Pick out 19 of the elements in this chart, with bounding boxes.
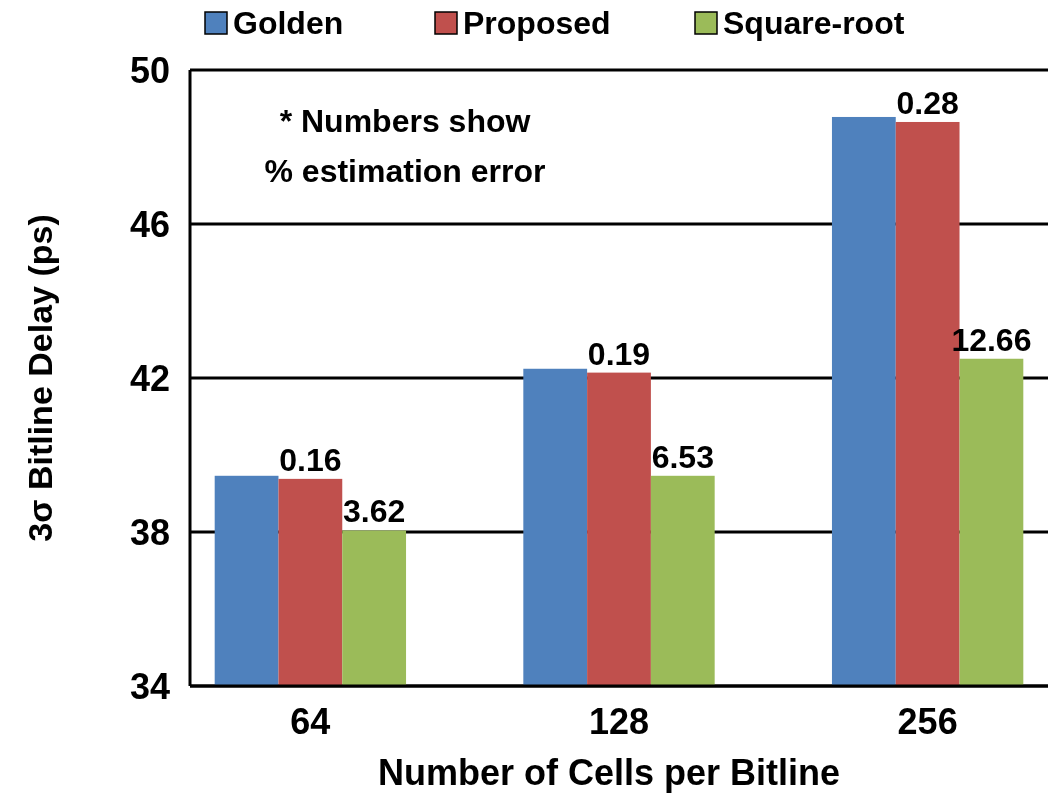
x-tick-label: 256 <box>897 701 958 742</box>
annotation: 0.28 <box>896 84 959 121</box>
x-tick-label: 64 <box>290 701 331 742</box>
legend-label: Golden <box>233 5 344 42</box>
annotation: 0.16 <box>279 441 342 478</box>
y-tick-label: 34 <box>129 665 170 707</box>
x-tick-label: 128 <box>588 701 650 742</box>
y-tick-label: 42 <box>129 357 170 399</box>
legend-label: Square-root <box>723 5 905 42</box>
annotation: * Numbers show % estimation error <box>264 103 546 189</box>
annotation: 6.53 <box>651 438 714 475</box>
y-axis-title: 3σ Bitline Delay (ps) <box>21 214 59 542</box>
x-axis-title: Number of Cells per Bitline <box>377 752 841 793</box>
legend-label: Proposed <box>463 5 611 42</box>
y-tick-label: 46 <box>129 203 170 245</box>
annotation: 3.62 <box>343 493 406 530</box>
y-tick-label: 50 <box>129 49 170 91</box>
y-tick-label: 38 <box>129 511 170 553</box>
annotation: 0.19 <box>587 335 651 372</box>
